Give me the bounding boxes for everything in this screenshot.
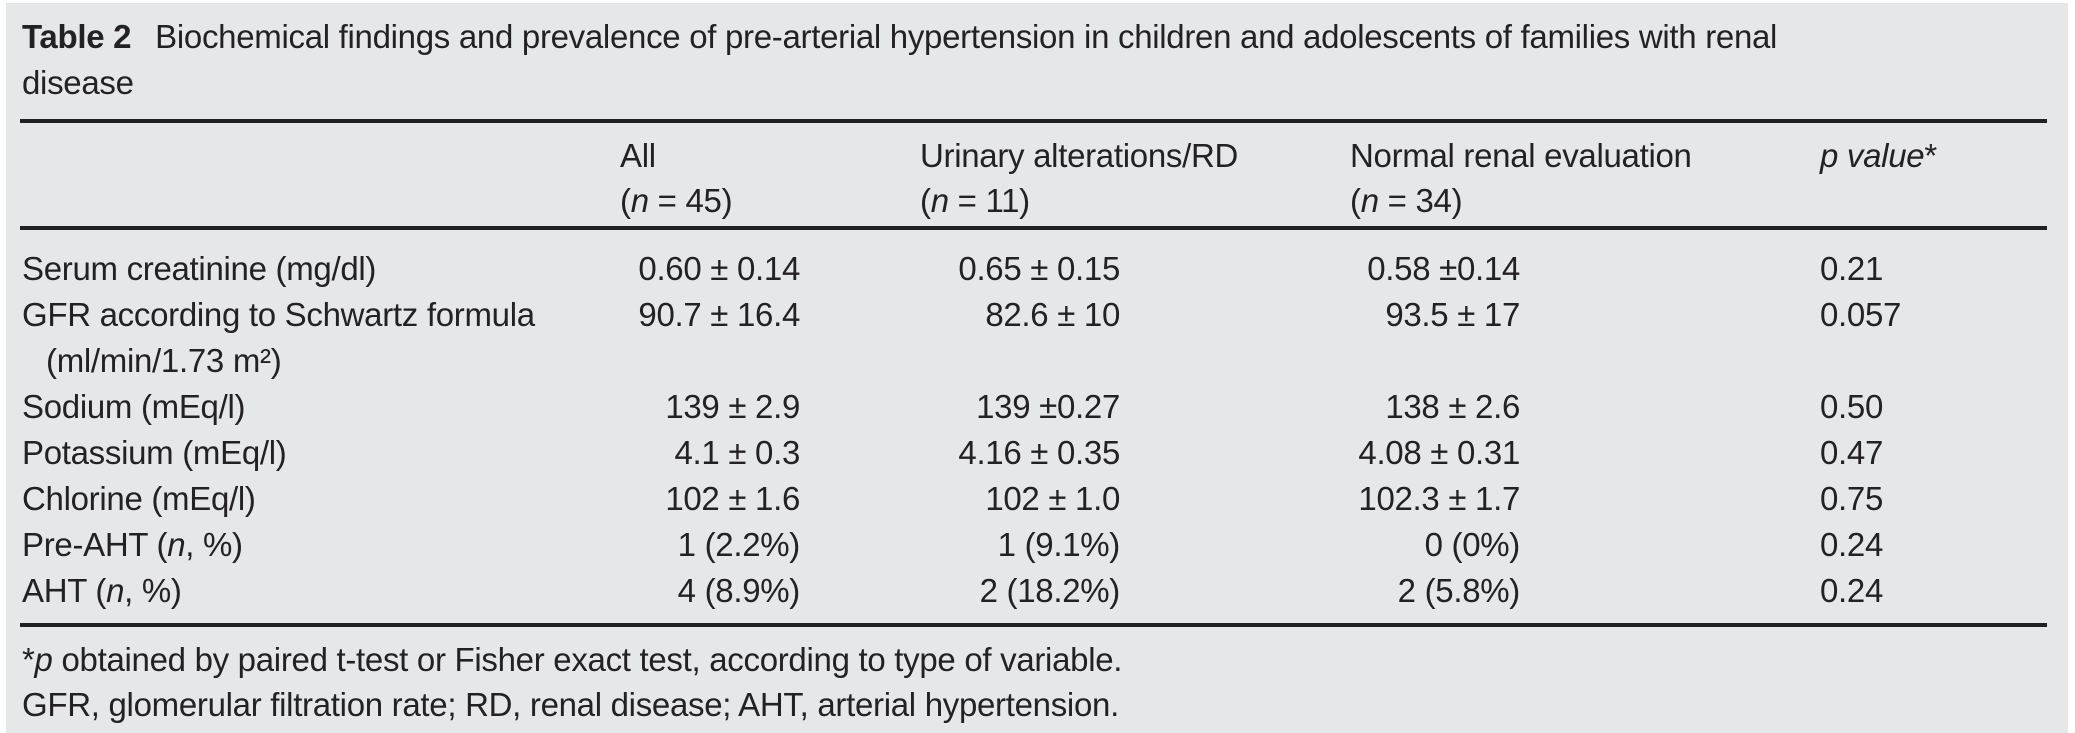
- header-cell-normal-renal: Normal renal evaluation (n = 34): [1350, 133, 1820, 223]
- cell-urinary-rd: 102 ± 1.0: [985, 480, 1120, 517]
- table-row-sodium: Sodium (mEq/l) 139 ± 2.9 139 ±0.27 138 ±…: [20, 384, 2047, 430]
- row-label: Pre-AHT (n, %): [22, 526, 243, 563]
- cell-p-value: 0.47: [1820, 434, 1884, 471]
- cell-p-value: 0.057: [1820, 296, 1902, 333]
- header-cell-variable: [20, 133, 620, 223]
- table-footnotes: *p obtained by paired t-test or Fisher e…: [22, 637, 2046, 727]
- cell-all: 1 (2.2%): [677, 526, 801, 563]
- table-caption-label: Table 2: [22, 18, 132, 55]
- table-row-aht: AHT (n, %) 4 (8.9%) 2 (18.2%) 2 (5.8%) 0…: [20, 568, 2047, 614]
- header-title: Urinary alterations/RD: [920, 137, 1239, 174]
- header-n: (n = 45): [620, 182, 733, 219]
- header-n: (n = 11): [920, 182, 1030, 219]
- table-background-panel: [6, 3, 2068, 733]
- table-header-row: All (n = 45) Urinary alterations/RD (n =…: [20, 133, 2047, 223]
- table-row-potassium: Potassium (mEq/l) 4.1 ± 0.3 4.16 ± 0.35 …: [20, 430, 2047, 476]
- table-row-gfr: GFR according to Schwartz formula (ml/min…: [20, 292, 2047, 384]
- cell-normal-renal: 4.08 ± 0.31: [1358, 434, 1520, 471]
- cell-urinary-rd: 4.16 ± 0.35: [958, 434, 1120, 471]
- cell-urinary-rd: 0.65 ± 0.15: [958, 250, 1120, 287]
- cell-all: 102 ± 1.6: [665, 480, 800, 517]
- cell-normal-renal: 2 (5.8%): [1397, 572, 1521, 609]
- cell-normal-renal: 0 (0%): [1424, 526, 1521, 563]
- cell-p-value: 0.75: [1820, 480, 1884, 517]
- cell-normal-renal: 138 ± 2.6: [1385, 388, 1520, 425]
- table-caption-line-1: Table 2 Biochemical findings and prevalen…: [22, 14, 2046, 60]
- row-label: GFR according to Schwartz formula (ml/min…: [22, 296, 535, 379]
- table-body: Serum creatinine (mg/dl) 0.60 ± 0.14 0.6…: [20, 246, 2047, 614]
- header-cell-urinary-rd: Urinary alterations/RD (n = 11): [920, 133, 1350, 223]
- header-title: Normal renal evaluation: [1350, 137, 1692, 174]
- cell-p-value: 0.21: [1820, 250, 1884, 287]
- cell-urinary-rd: 1 (9.1%): [997, 526, 1121, 563]
- cell-p-value: 0.50: [1820, 388, 1884, 425]
- header-n: (n = 34): [1350, 182, 1463, 219]
- row-label: AHT (n, %): [22, 572, 182, 609]
- cell-all: 0.60 ± 0.14: [638, 250, 800, 287]
- cell-normal-renal: 0.58 ±0.14: [1367, 250, 1520, 287]
- table-caption-text: Biochemical findings and prevalence of p…: [155, 18, 1778, 55]
- table-caption-line-2: disease: [22, 64, 134, 101]
- cell-all: 4 (8.9%): [677, 572, 801, 609]
- cell-normal-renal: 102.3 ± 1.7: [1358, 480, 1520, 517]
- cell-urinary-rd: 82.6 ± 10: [985, 296, 1120, 333]
- header-cell-p-value: p value*: [1820, 133, 2047, 223]
- footer-rule: [20, 623, 2047, 627]
- table-caption: Table 2 Biochemical findings and prevalen…: [22, 14, 2046, 106]
- cell-normal-renal: 93.5 ± 17: [1385, 296, 1520, 333]
- cell-urinary-rd: 2 (18.2%): [979, 572, 1121, 609]
- row-label: Serum creatinine (mg/dl): [22, 250, 377, 287]
- header-cell-all: All (n = 45): [620, 133, 920, 223]
- top-rule: [20, 119, 2047, 123]
- footnote-abbreviations: GFR, glomerular filtration rate; RD, ren…: [22, 686, 1119, 723]
- header-title: All: [620, 137, 656, 174]
- cell-urinary-rd: 139 ±0.27: [976, 388, 1120, 425]
- footnote-p-test: *p obtained by paired t-test or Fisher e…: [22, 641, 1123, 678]
- header-title: p value*: [1820, 137, 1937, 174]
- cell-all: 90.7 ± 16.4: [638, 296, 800, 333]
- row-label: Chlorine (mEq/l): [22, 480, 256, 517]
- cell-all: 139 ± 2.9: [665, 388, 800, 425]
- cell-p-value: 0.24: [1820, 572, 1884, 609]
- cell-p-value: 0.24: [1820, 526, 1884, 563]
- row-label: Potassium (mEq/l): [22, 434, 287, 471]
- row-label: Sodium (mEq/l): [22, 388, 246, 425]
- table-2: Table 2 Biochemical findings and prevalen…: [20, 0, 2047, 733]
- table-row-pre-aht: Pre-AHT (n, %) 1 (2.2%) 1 (9.1%) 0 (0%) …: [20, 522, 2047, 568]
- header-rule: [20, 226, 2047, 230]
- table-row-chlorine: Chlorine (mEq/l) 102 ± 1.6 102 ± 1.0 102…: [20, 476, 2047, 522]
- cell-all: 4.1 ± 0.3: [674, 434, 801, 471]
- table-row-serum-creatinine: Serum creatinine (mg/dl) 0.60 ± 0.14 0.6…: [20, 246, 2047, 292]
